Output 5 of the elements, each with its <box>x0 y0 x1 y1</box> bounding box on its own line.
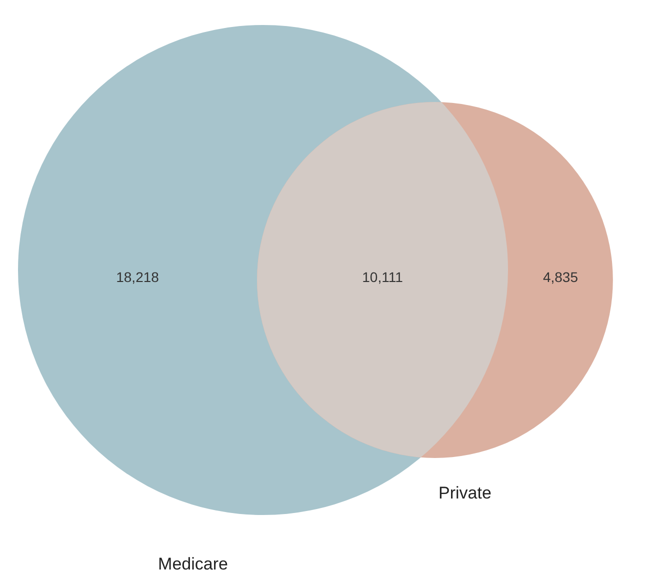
text: Medicare <box>158 554 228 574</box>
data-label: 10,111 <box>362 268 404 285</box>
text: Private <box>438 484 492 503</box>
data-label: 4,835 <box>542 268 578 285</box>
data-label: 18,218 <box>116 268 160 285</box>
